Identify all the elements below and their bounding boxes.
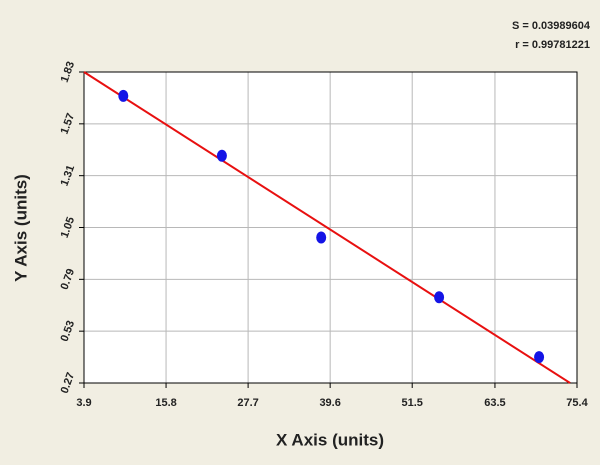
x-tick-label: 51.5 xyxy=(401,397,422,409)
x-tick-label: 3.9 xyxy=(76,397,91,409)
annotation: r = 0.99781221 xyxy=(515,39,590,51)
x-tick-label: 63.5 xyxy=(484,397,505,409)
x-tick-label: 27.7 xyxy=(237,397,258,409)
point xyxy=(534,351,545,364)
x-tick-label: 75.4 xyxy=(566,397,588,409)
point xyxy=(118,89,129,102)
point xyxy=(316,231,327,244)
x-axis-title: X Axis (units) xyxy=(276,430,384,449)
y-axis-title: Y Axis (units) xyxy=(11,174,30,282)
annotation: S = 0.03989604 xyxy=(512,20,591,32)
point xyxy=(434,291,445,304)
x-tick-label: 15.8 xyxy=(155,397,176,409)
plot-border xyxy=(83,71,578,384)
fit-line xyxy=(83,71,571,384)
point xyxy=(216,149,227,162)
x-tick-label: 39.6 xyxy=(319,397,340,409)
